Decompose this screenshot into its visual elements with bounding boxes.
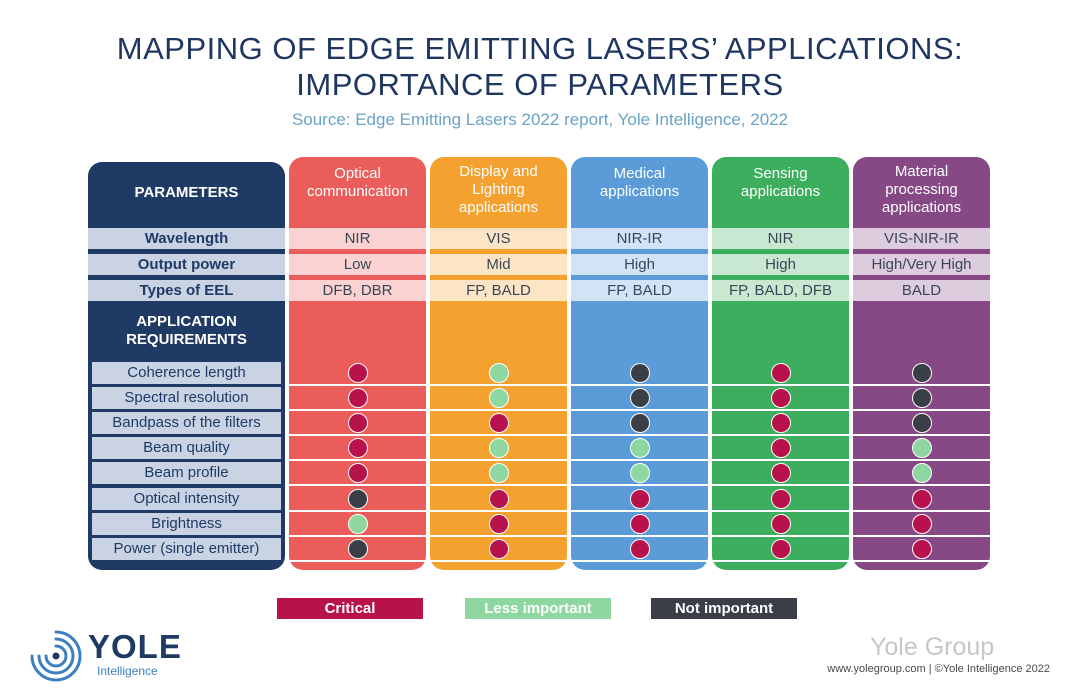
app-column-header: Optical communication — [307, 165, 408, 200]
parameter-value: NIR — [344, 230, 371, 247]
importance-dot-critical — [347, 463, 368, 483]
importance-dot-less — [629, 438, 650, 458]
parameter-band — [88, 228, 991, 249]
parameter-label: Wavelength — [88, 228, 285, 249]
importance-dot-less — [488, 438, 509, 458]
importance-dot-critical — [629, 539, 650, 559]
importance-dot-less — [911, 438, 932, 458]
parameter-label: Output power — [88, 254, 285, 275]
importance-dot-critical — [770, 438, 791, 458]
logo-subtext: Intelligence — [97, 664, 158, 678]
importance-dot-not — [347, 489, 368, 509]
importance-dot-critical — [911, 489, 932, 509]
parameter-value: Low — [343, 256, 372, 273]
footer-credit: www.yolegroup.com | ©Yole Intelligence 2… — [827, 663, 1050, 675]
importance-dot-less — [488, 388, 509, 408]
importance-dot-critical — [347, 438, 368, 458]
importance-dot-critical — [488, 413, 509, 433]
row-divider — [285, 484, 991, 486]
parameter-value: NIR-IR — [616, 230, 663, 247]
legend-less: Less important — [465, 598, 611, 619]
parameter-value: DFB, DBR — [322, 282, 393, 299]
parameter-value: High — [624, 256, 655, 273]
importance-dot-less — [911, 463, 932, 483]
page-title-line-2: IMPORTANCE OF PARAMETERS — [296, 67, 784, 102]
app-column-header: Sensing applications — [740, 165, 821, 200]
parameter-value: High/Very High — [871, 256, 972, 273]
page-title-line-1: MAPPING OF EDGE EMITTING LASERS’ APPLICA… — [116, 31, 964, 66]
importance-dot-critical — [770, 363, 791, 383]
yole-logo-icon — [30, 630, 82, 682]
importance-dot-critical — [488, 514, 509, 534]
importance-dot-not — [629, 363, 650, 383]
parameter-value: FP, BALD — [607, 282, 672, 299]
importance-dot-critical — [770, 514, 791, 534]
row-divider — [285, 434, 991, 436]
parameter-value: NIR — [767, 230, 794, 247]
app-column-header: Medical applications — [599, 165, 680, 200]
importance-dot-less — [488, 463, 509, 483]
requirement-label: Power (single emitter) — [92, 538, 281, 560]
importance-dot-critical — [488, 539, 509, 559]
row-divider — [285, 459, 991, 461]
importance-dot-not — [911, 388, 932, 408]
importance-dot-critical — [770, 489, 791, 509]
parameter-value: FP, BALD — [466, 282, 531, 299]
importance-dot-less — [488, 363, 509, 383]
importance-dot-critical — [629, 514, 650, 534]
parameter-value: High — [765, 256, 796, 273]
row-divider — [285, 409, 991, 411]
importance-dot-critical — [770, 463, 791, 483]
importance-dot-critical — [629, 489, 650, 509]
requirement-label: Beam profile — [92, 462, 281, 484]
importance-dot-less — [347, 514, 368, 534]
requirement-label: Beam quality — [92, 437, 281, 459]
parameter-value: BALD — [901, 282, 942, 299]
importance-dot-critical — [770, 539, 791, 559]
requirement-label: Coherence length — [92, 362, 281, 384]
legend-critical: Critical — [277, 598, 423, 619]
requirements-header: APPLICATION REQUIREMENTS — [126, 313, 247, 348]
parameters-header: PARAMETERS — [134, 184, 239, 201]
row-divider — [285, 560, 991, 562]
parameter-value: VIS — [486, 230, 511, 247]
importance-dot-not — [347, 539, 368, 559]
parameter-band — [88, 280, 991, 301]
parameter-value: FP, BALD, DFB — [728, 282, 833, 299]
row-divider — [285, 510, 991, 512]
logo-wordmark: YOLE — [88, 628, 182, 665]
importance-dot-critical — [770, 413, 791, 433]
row-divider — [285, 384, 991, 386]
row-divider — [285, 535, 991, 537]
importance-dot-not — [911, 363, 932, 383]
parameter-value: VIS-NIR-IR — [884, 230, 959, 247]
importance-dot-critical — [347, 413, 368, 433]
importance-dot-not — [629, 413, 650, 433]
importance-dot-critical — [911, 539, 932, 559]
importance-dot-critical — [770, 388, 791, 408]
page-subtitle: Source: Edge Emitting Lasers 2022 report… — [291, 110, 789, 129]
importance-dot-critical — [347, 363, 368, 383]
watermark: Yole Group — [870, 633, 995, 661]
parameter-band — [88, 254, 991, 275]
app-column-header: Material processing applications — [881, 163, 962, 216]
legend-not: Not important — [651, 598, 797, 619]
requirement-label: Optical intensity — [92, 488, 281, 510]
importance-dot-less — [629, 463, 650, 483]
importance-dot-critical — [347, 388, 368, 408]
parameter-value: Mid — [486, 256, 511, 273]
requirement-label: Spectral resolution — [92, 387, 281, 409]
parameter-label: Types of EEL — [88, 280, 285, 301]
importance-dot-critical — [911, 514, 932, 534]
importance-dot-critical — [488, 489, 509, 509]
importance-dot-not — [911, 413, 932, 433]
requirement-label: Brightness — [92, 513, 281, 535]
requirement-label: Bandpass of the filters — [92, 412, 281, 434]
app-column-header: Display and Lighting applications — [458, 163, 539, 216]
importance-dot-not — [629, 388, 650, 408]
